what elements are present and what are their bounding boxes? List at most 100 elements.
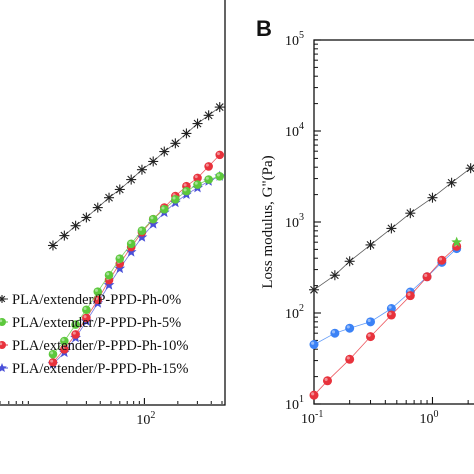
data-point-shine: [216, 152, 220, 156]
data-point-body: [322, 376, 332, 386]
legend-swatch-marker-body: [0, 341, 6, 349]
data-point-stroke: [345, 257, 354, 266]
data-point-body: [193, 173, 202, 183]
data-point: [114, 184, 125, 195]
data-point-body: [71, 330, 80, 339]
data-point: [114, 262, 126, 274]
data-point: [365, 239, 376, 250]
x-tick-exponent: 2: [150, 410, 155, 421]
y-tick-exponent: 4: [299, 121, 304, 132]
data-point-stroke: [115, 185, 124, 194]
data-point: [204, 175, 213, 184]
legend-label: PLA/extender/P-PPD-Ph-5%: [12, 315, 181, 331]
data-point-stroke: [204, 111, 213, 120]
data-point-body: [437, 255, 447, 265]
data-point-stroke: [182, 129, 191, 138]
data-point-body: [366, 317, 376, 327]
data-point-stroke: [366, 240, 375, 249]
panel-b: B Loss modulus, G"(Pa) 10110210310410510…: [256, 16, 474, 427]
data-point-shine: [50, 351, 54, 355]
data-point-shine: [61, 338, 65, 342]
data-point: [215, 150, 225, 160]
y-tick-label: 105: [285, 30, 304, 49]
data-point: [71, 320, 80, 329]
data-point-shine: [407, 292, 411, 296]
data-point-body: [386, 304, 396, 314]
data-point-shine: [83, 306, 87, 310]
data-point-body: [422, 272, 432, 282]
y-tick-exponent: 1: [299, 394, 304, 405]
data-point: [204, 162, 213, 171]
data-point-body: [171, 195, 180, 204]
data-point: [170, 138, 181, 149]
data-point-shine: [324, 377, 328, 381]
legend-swatch-marker-body: [0, 318, 6, 326]
data-point: [82, 305, 91, 315]
data-point: [159, 204, 169, 214]
data-point-body: [193, 180, 202, 189]
data-point: [71, 330, 80, 339]
data-point: [405, 291, 415, 301]
x-tick-label: 102: [136, 410, 155, 428]
legend-swatch-marker-stroke: [0, 295, 6, 302]
data-point-shine: [205, 163, 209, 167]
data-point: [59, 230, 70, 241]
data-point-shine: [194, 175, 198, 179]
panel-b-frame: [313, 39, 474, 405]
data-point: [181, 128, 192, 139]
data-point-shine: [94, 288, 98, 292]
data-point: [386, 304, 396, 314]
legend: PLA/extender/P-PPD-Ph-0% PLA/extender/P-P…: [0, 292, 188, 377]
data-point-shine: [367, 333, 371, 337]
data-point-body: [204, 162, 213, 171]
data-point-stroke: [330, 271, 339, 280]
legend-label: PLA/extender/P-PPD-Ph-15%: [12, 361, 188, 377]
data-point-shine: [346, 325, 350, 329]
data-point-stroke: [71, 221, 80, 230]
data-point-shine: [388, 305, 392, 309]
data-point-body: [115, 254, 125, 263]
data-point-body: [148, 214, 158, 224]
data-point-stroke: [93, 203, 102, 212]
data-point: [422, 272, 432, 282]
panel-a-series: [47, 102, 226, 369]
data-point: [329, 270, 340, 281]
data-point-shine: [128, 241, 132, 245]
data-point: [70, 220, 81, 231]
data-point-body: [71, 320, 80, 329]
data-point-shine: [183, 183, 187, 187]
data-point: [148, 214, 158, 224]
data-point: [136, 164, 147, 175]
data-point-shine: [331, 330, 336, 334]
legend-swatch-marker-shine: [0, 342, 3, 346]
series-line: [52, 154, 220, 363]
data-point-body: [126, 239, 136, 249]
legend-item: PLA/extender/P-PPD-Ph-0%: [0, 292, 181, 308]
data-point: [193, 180, 202, 189]
data-point: [104, 270, 114, 280]
legend-swatch-marker-shine: [0, 319, 3, 323]
data-point: [465, 163, 474, 174]
data-point: [309, 284, 319, 295]
data-point-shine: [150, 216, 154, 220]
data-point-shine: [424, 273, 428, 278]
data-point: [427, 192, 438, 203]
data-point-shine: [346, 356, 350, 360]
data-point: [386, 223, 397, 234]
data-point: [60, 336, 69, 346]
data-point: [47, 240, 58, 251]
data-point: [115, 254, 125, 263]
x-tick-exponent: -1: [315, 409, 323, 420]
y-tick-exponent: 2: [299, 303, 304, 314]
data-point: [309, 340, 319, 350]
data-point-shine: [50, 359, 54, 363]
data-point-body: [405, 291, 415, 301]
x-tick-exponent: 0: [433, 409, 438, 420]
data-point-shine: [205, 176, 209, 180]
data-point-stroke: [49, 241, 57, 250]
data-point-body: [104, 270, 114, 280]
data-point: [437, 255, 447, 265]
data-point: [125, 246, 137, 257]
y-tick-label: 104: [285, 121, 304, 140]
data-point: [48, 349, 58, 359]
